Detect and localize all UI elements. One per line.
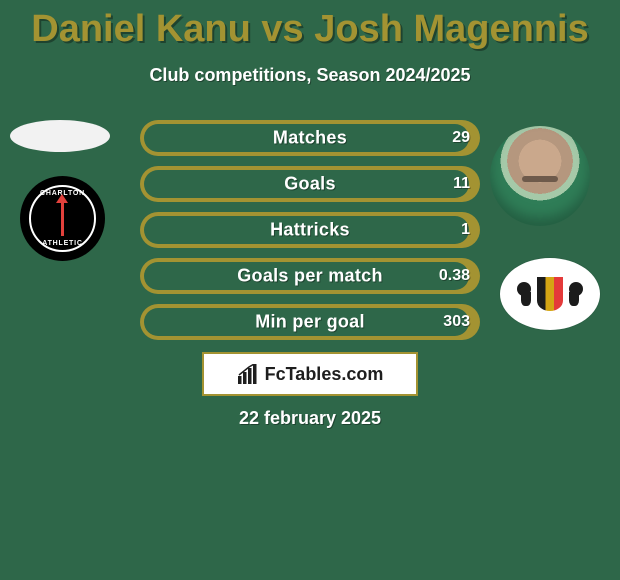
stat-bar-value: 11 [453,175,470,193]
stat-bar: Min per goal303 [140,304,480,340]
player-right-avatar [490,126,590,226]
stat-bar-value: 303 [443,313,470,331]
stat-bar: Goals11 [140,166,480,202]
stat-bar-label: Min per goal [140,312,480,333]
bar-chart-icon [237,364,259,384]
stat-bar-value: 0.38 [439,267,470,285]
club-left-crest: CHARLTON ATHLETIC [20,176,105,261]
stat-bars: Matches29 Goals11 Hattricks1 Goals per matc… [140,120,480,350]
stat-bar-label: Goals [140,174,480,195]
date-label: 22 february 2025 [0,408,620,429]
page-title: Daniel Kanu vs Josh Magennis [0,0,620,51]
club-left-name-bottom: ATHLETIC [31,240,94,247]
club-right-shield-icon [537,277,563,311]
stat-bar: Goals per match0.38 [140,258,480,294]
griffin-left-icon [515,280,537,308]
stat-bar-value: 1 [461,221,470,239]
fctables-label: FcTables.com [265,364,384,385]
stat-bar-label: Goals per match [140,266,480,287]
fctables-badge: FcTables.com [202,352,418,396]
comparison-infographic: Daniel Kanu vs Josh Magennis Club compet… [0,0,620,580]
club-right-crest [500,258,600,330]
stat-bar-label: Hattricks [140,220,480,241]
club-left-sword-icon [61,202,64,236]
stat-bar: Hattricks1 [140,212,480,248]
subtitle: Club competitions, Season 2024/2025 [0,65,620,86]
stat-bar: Matches29 [140,120,480,156]
stat-bar-value: 29 [452,129,470,147]
player-left-avatar-placeholder [10,120,110,152]
stat-bar-label: Matches [140,128,480,149]
griffin-right-icon [563,280,585,308]
